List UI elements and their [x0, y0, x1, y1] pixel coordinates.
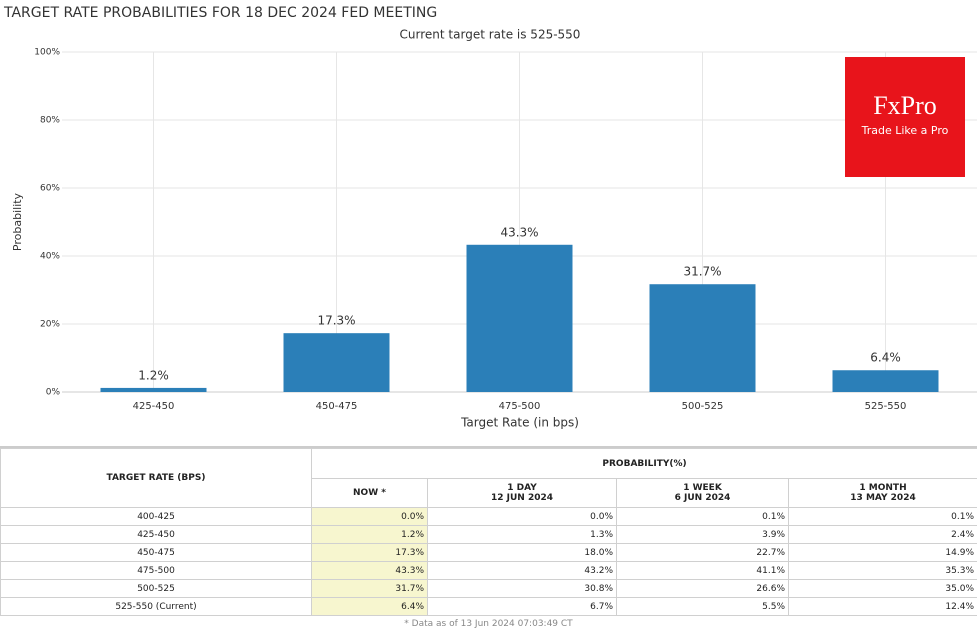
bar [283, 333, 390, 392]
probability-cell: 35.3% [787, 561, 977, 580]
column-period: 1 DAY [507, 483, 537, 493]
y-tick-label: 0% [46, 388, 61, 398]
x-axis-label: Target Rate (in bps) [460, 416, 579, 430]
bar [466, 244, 573, 392]
y-tick-label: 100% [34, 48, 60, 58]
rate-cell: 525-550 (Current) [0, 597, 312, 616]
y-tick-label: 20% [40, 320, 60, 330]
probability-cell: 18.0% [427, 543, 617, 562]
rate-cell: 500-525 [0, 579, 312, 598]
probability-cell: 41.1% [616, 561, 789, 580]
probability-cell: 31.7% [311, 579, 428, 598]
probability-cell: 14.9% [787, 543, 977, 562]
probability-cell: 0.0% [311, 507, 428, 526]
probability-cell: 12.4% [787, 597, 977, 616]
y-axis-label: Probability [11, 192, 24, 251]
y-tick-label: 40% [40, 252, 60, 262]
probability-cell: 0.1% [787, 507, 977, 526]
x-tick-label: 475-500 [499, 401, 541, 412]
probability-cell: 3.9% [616, 525, 789, 544]
column-header: NOW * [311, 478, 428, 508]
probability-cell: 22.7% [616, 543, 789, 562]
logo-box [845, 57, 965, 177]
chart-subtitle: Current target rate is 525-550 [400, 28, 581, 42]
table: TARGET RATE (BPS) PROBABILITY(%) NOW * 1 DA… [0, 448, 977, 616]
chart-title: TARGET RATE PROBABILITIES FOR 18 DEC 202… [3, 5, 437, 21]
column-date: 13 MAY 2024 [850, 493, 916, 503]
y-tick-label: 80% [40, 116, 60, 126]
chart: TARGET RATE PROBABILITIES FOR 18 DEC 202… [3, 5, 977, 430]
probability-cell: 6.7% [427, 597, 617, 616]
probability-cell: 30.8% [427, 579, 617, 598]
column-period: NOW * [353, 488, 386, 498]
column-date: 12 JUN 2024 [490, 493, 554, 503]
rate-header: TARGET RATE (BPS) [0, 448, 312, 508]
logo-brand: FxPro [873, 91, 937, 120]
logo-tagline: Trade Like a Pro [861, 124, 949, 137]
x-tick-label: 450-475 [316, 401, 358, 412]
footnote: * Data as of 13 Jun 2024 07:03:49 CT [404, 619, 573, 629]
value-label: 6.4% [870, 351, 901, 365]
column-header: 1 DAY 12 JUN 2024 [427, 478, 617, 508]
probability-cell: 1.2% [311, 525, 428, 544]
bar [649, 284, 756, 392]
rate-cell: 425-450 [0, 525, 312, 544]
column-period: 1 MONTH [859, 483, 907, 493]
probability-cell: 5.5% [616, 597, 789, 616]
y-tick-label: 60% [40, 184, 60, 194]
probability-header: PROBABILITY(%) [310, 448, 977, 479]
column-header: 1 MONTH 13 MAY 2024 [787, 478, 977, 508]
rate-cell: 475-500 [0, 561, 312, 580]
value-label: 1.2% [138, 368, 169, 382]
rate-cell: 450-475 [0, 543, 312, 562]
x-tick-label: 425-450 [133, 401, 175, 412]
probability-cell: 43.2% [427, 561, 617, 580]
value-label: 31.7% [683, 265, 721, 279]
value-label: 17.3% [317, 314, 355, 328]
column-period: 1 WEEK [683, 483, 722, 493]
bar [100, 387, 207, 392]
probability-cell: 26.6% [616, 579, 789, 598]
probability-cell: 1.3% [427, 525, 617, 544]
probability-cell: 17.3% [311, 543, 428, 562]
probability-cell: 35.0% [787, 579, 977, 598]
x-tick-label: 500-525 [682, 401, 724, 412]
bar [832, 370, 939, 392]
probability-cell: 0.1% [616, 507, 789, 526]
x-tick-label: 525-550 [865, 401, 907, 412]
column-header: 1 WEEK 6 JUN 2024 [616, 478, 789, 508]
probability-cell: 0.0% [427, 507, 617, 526]
probability-cell: 6.4% [311, 597, 428, 616]
rate-cell: 400-425 [0, 507, 312, 526]
probability-cell: 43.3% [311, 561, 428, 580]
column-date: 6 JUN 2024 [674, 493, 731, 503]
probability-cell: 2.4% [787, 525, 977, 544]
value-label: 43.3% [500, 225, 538, 239]
probability-table: TARGET RATE (BPS) PROBABILITY(%) NOW * 1 DA… [0, 446, 977, 629]
